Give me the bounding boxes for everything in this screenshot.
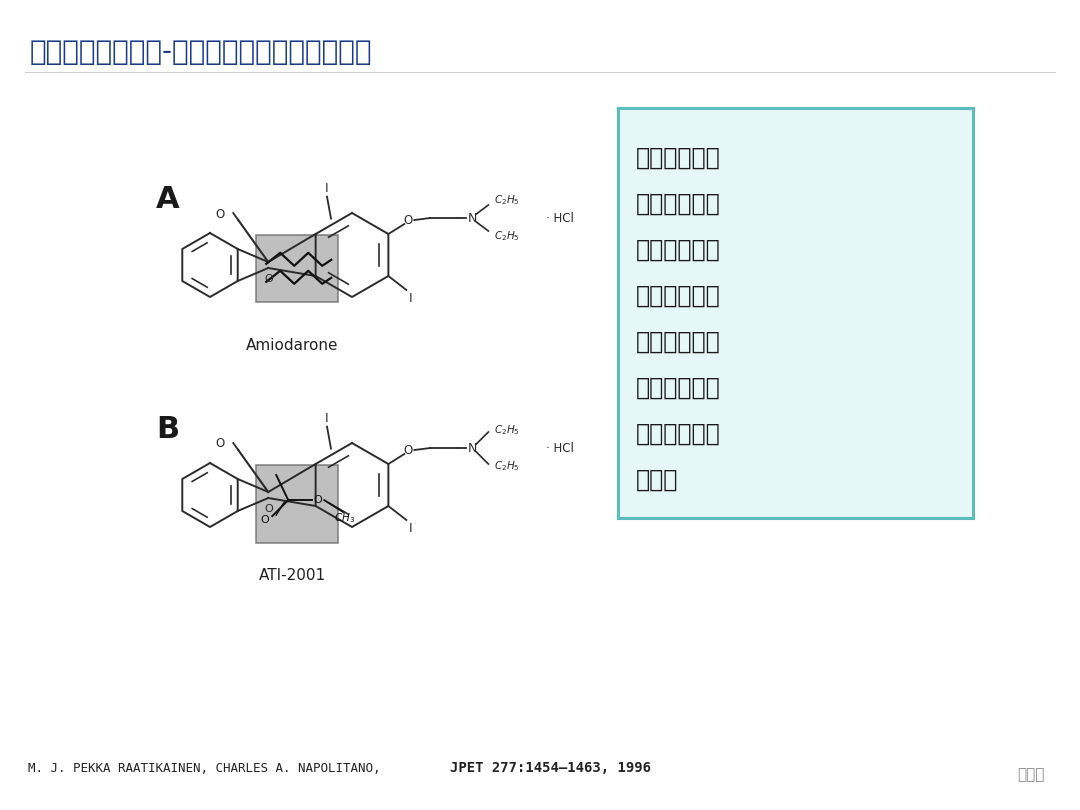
Text: ，使改造后药: ，使改造后药	[636, 284, 720, 308]
Text: 特点，有针对: 特点，有针对	[636, 192, 720, 216]
Text: $C_2H_5$: $C_2H_5$	[495, 423, 521, 437]
Text: · HCl: · HCl	[546, 211, 575, 224]
Text: O: O	[265, 274, 273, 284]
Text: O: O	[314, 495, 323, 505]
Text: 根据药物自身: 根据药物自身	[636, 146, 720, 170]
Text: O: O	[216, 437, 225, 450]
Text: 性的进行改造: 性的进行改造	[636, 238, 720, 262]
Text: $CH_3$: $CH_3$	[334, 511, 355, 525]
Text: 物保持药效，: 物保持药效，	[636, 330, 720, 354]
Text: M. J. PEKKA RAATIKAINEN, CHARLES A. NAPOLITANO,: M. J. PEKKA RAATIKAINEN, CHARLES A. NAPO…	[28, 761, 380, 774]
Text: I: I	[408, 522, 413, 535]
Text: O: O	[265, 504, 273, 514]
Text: $C_2H_5$: $C_2H_5$	[495, 229, 521, 243]
Text: O: O	[261, 515, 270, 525]
Text: 迅速消除，大: 迅速消除，大	[636, 376, 720, 400]
Text: B: B	[157, 415, 179, 444]
Text: JPET 277:1454–1463, 1996: JPET 277:1454–1463, 1996	[450, 761, 651, 775]
Text: O: O	[404, 214, 413, 227]
Text: O: O	[404, 444, 413, 457]
Text: 反应。: 反应。	[636, 468, 678, 492]
Text: ATI-2001: ATI-2001	[258, 568, 325, 583]
Text: I: I	[325, 182, 328, 195]
Text: 药物结构改造提示-发现代谢软点，缩短半衰期: 药物结构改造提示-发现代谢软点，缩短半衰期	[30, 38, 373, 66]
Text: A: A	[157, 185, 179, 214]
Bar	[256, 465, 338, 543]
Text: N: N	[468, 441, 477, 454]
Text: O: O	[216, 207, 225, 220]
Text: Amiodarone: Amiodarone	[246, 338, 338, 353]
Text: 大降低了毒副: 大降低了毒副	[636, 422, 720, 446]
FancyBboxPatch shape	[618, 108, 973, 518]
Bar	[256, 235, 338, 302]
Text: 研如王: 研如王	[1017, 768, 1045, 782]
Text: I: I	[408, 292, 413, 305]
Text: · HCl: · HCl	[546, 441, 575, 454]
Text: $C_2H_5$: $C_2H_5$	[495, 459, 521, 473]
Text: $C_2H_5$: $C_2H_5$	[495, 193, 521, 207]
Text: N: N	[468, 211, 477, 224]
Text: I: I	[325, 412, 328, 425]
